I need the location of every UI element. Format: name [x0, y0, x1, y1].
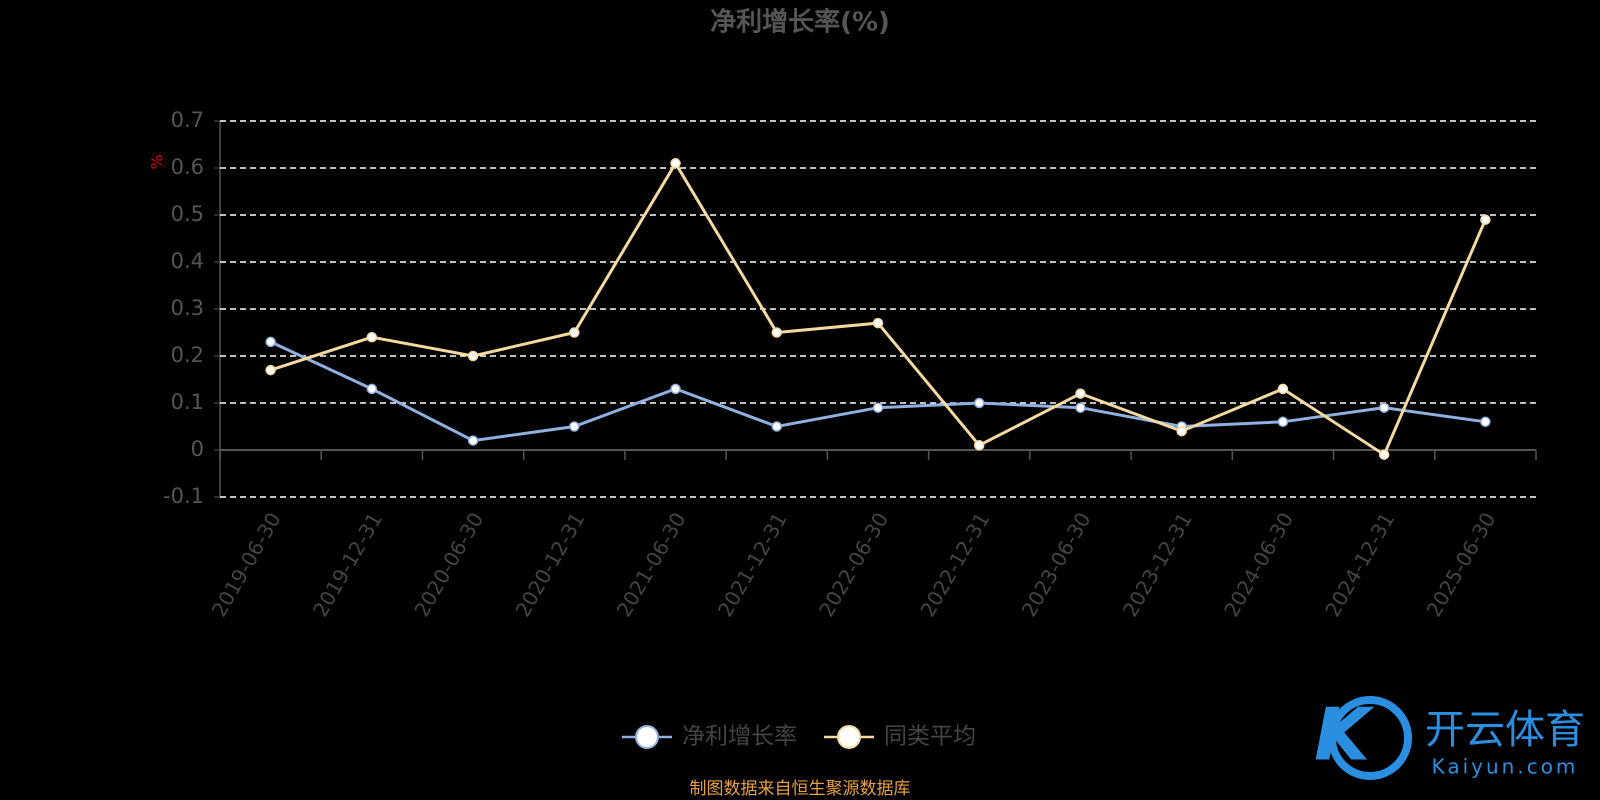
data-point — [366, 383, 378, 395]
data-point — [366, 331, 378, 343]
data-point — [569, 421, 580, 432]
y-tick-label: 0.5 — [171, 202, 204, 226]
y-tick-label: 0.2 — [171, 343, 204, 367]
watermark: K 开云体育 Kaiyun.com — [1314, 693, 1585, 780]
data-point — [1075, 402, 1086, 413]
x-tick-label: 2019-06-30 — [207, 508, 286, 621]
chart-title: 净利增长率(%) — [710, 7, 890, 38]
x-tick-label: 2021-12-31 — [713, 508, 792, 621]
x-tick-label: 2022-06-30 — [814, 508, 893, 621]
data-point — [1378, 402, 1390, 413]
legend-label: 净利增长率 — [682, 724, 797, 750]
data-point — [569, 327, 580, 338]
data-point — [771, 421, 783, 432]
data-point — [467, 435, 479, 446]
x-tick-label: 2022-12-31 — [915, 508, 994, 621]
watermark-k: K — [1314, 693, 1375, 777]
x-tick-label: 2021-06-30 — [612, 508, 691, 621]
y-tick-label: 0.3 — [171, 296, 204, 320]
data-point — [1480, 416, 1491, 428]
y-tick-label: 0.6 — [171, 155, 204, 179]
y-axis-label: % — [148, 154, 167, 169]
data-point — [1075, 388, 1086, 399]
watermark-brand: 开云体育 — [1425, 707, 1585, 753]
data-point — [973, 397, 985, 409]
data-point — [1176, 425, 1187, 437]
legend-label: 同类平均 — [884, 724, 976, 750]
data-point — [265, 336, 276, 348]
data-point — [872, 402, 884, 413]
data-point — [670, 158, 681, 169]
legend: 净利增长率 同类平均 — [622, 724, 976, 750]
y-tick-label: 0.1 — [171, 390, 204, 414]
x-tick-label: 2023-06-30 — [1017, 508, 1096, 621]
x-tick-label: 2020-12-31 — [510, 508, 589, 621]
y-tick-label: -0.1 — [163, 484, 204, 508]
data-point — [467, 350, 479, 362]
data-point — [1277, 383, 1289, 395]
data-point — [1277, 416, 1289, 428]
x-tick-label: 2023-12-31 — [1118, 508, 1197, 621]
y-tick-label: 0.7 — [171, 108, 204, 132]
legend-marker — [635, 725, 659, 749]
x-tick-label: 2019-12-31 — [308, 508, 387, 621]
x-tick-label: 2025-06-30 — [1422, 508, 1501, 621]
data-point — [973, 440, 985, 451]
legend-marker — [837, 725, 861, 749]
x-tick-label: 2024-12-31 — [1320, 508, 1399, 621]
data-point — [1378, 449, 1390, 460]
data-point — [265, 364, 276, 376]
watermark-logo — [1328, 696, 1412, 780]
data-point — [1480, 214, 1491, 225]
y-tick-label: 0.4 — [171, 249, 204, 273]
data-point — [872, 317, 884, 329]
watermark-site: Kaiyun.com — [1432, 755, 1579, 779]
source-note: 制图数据来自恒生聚源数据库 — [690, 779, 911, 799]
data-point — [670, 383, 681, 395]
x-tick-label: 2024-06-30 — [1219, 508, 1298, 621]
y-tick-label: 0 — [191, 437, 204, 461]
data-point — [771, 327, 783, 338]
x-tick-label: 2020-06-30 — [409, 508, 488, 621]
